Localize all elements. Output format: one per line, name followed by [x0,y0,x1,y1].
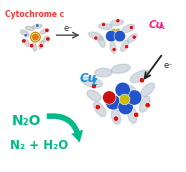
Text: Cu: Cu [80,72,97,85]
Circle shape [116,19,120,23]
Circle shape [94,36,98,40]
Ellipse shape [110,20,124,26]
Circle shape [115,82,130,98]
Circle shape [35,24,39,28]
Ellipse shape [111,109,121,124]
Ellipse shape [94,101,106,116]
Circle shape [113,116,119,121]
Circle shape [111,28,117,34]
Circle shape [126,90,142,105]
Text: e⁻: e⁻ [63,24,73,33]
Circle shape [105,30,117,42]
Circle shape [132,35,136,39]
Text: Cu: Cu [149,20,164,30]
Ellipse shape [121,40,129,51]
Circle shape [22,39,26,43]
Circle shape [124,45,129,49]
Circle shape [101,23,106,27]
Ellipse shape [33,24,42,29]
Circle shape [139,78,145,83]
Ellipse shape [40,29,48,34]
Ellipse shape [130,70,150,83]
Circle shape [24,33,28,37]
Circle shape [39,44,43,48]
Ellipse shape [141,83,154,97]
Circle shape [45,28,49,33]
Circle shape [115,28,121,34]
Circle shape [30,31,41,43]
Text: A: A [159,24,165,30]
Text: N₂O: N₂O [11,114,41,127]
Text: N₂ + H₂O: N₂ + H₂O [9,139,68,152]
Ellipse shape [39,41,44,49]
Ellipse shape [116,85,135,95]
Circle shape [118,99,133,115]
Circle shape [46,37,50,41]
Ellipse shape [122,24,135,33]
Ellipse shape [32,42,36,51]
Ellipse shape [89,32,103,40]
Circle shape [32,33,39,41]
Circle shape [91,83,97,89]
Ellipse shape [98,36,105,47]
Circle shape [95,104,100,110]
Circle shape [133,112,139,117]
Circle shape [114,30,126,42]
Ellipse shape [111,64,130,73]
Text: Cytochrome c: Cytochrome c [5,10,64,19]
Ellipse shape [110,42,116,53]
Ellipse shape [99,24,112,29]
Circle shape [129,25,133,30]
Circle shape [112,47,116,52]
Circle shape [105,95,121,110]
Ellipse shape [24,39,29,46]
Circle shape [145,103,150,108]
Text: e⁻: e⁻ [164,61,174,70]
Circle shape [29,44,34,48]
Ellipse shape [82,77,102,88]
Circle shape [119,94,130,105]
Ellipse shape [43,36,49,42]
Ellipse shape [128,34,137,42]
Ellipse shape [20,30,29,36]
Ellipse shape [140,96,150,112]
Text: Z: Z [92,78,98,87]
Ellipse shape [128,106,137,123]
Ellipse shape [25,26,34,30]
Circle shape [102,91,116,104]
FancyArrowPatch shape [46,113,83,143]
Ellipse shape [95,68,112,77]
Ellipse shape [87,90,101,101]
